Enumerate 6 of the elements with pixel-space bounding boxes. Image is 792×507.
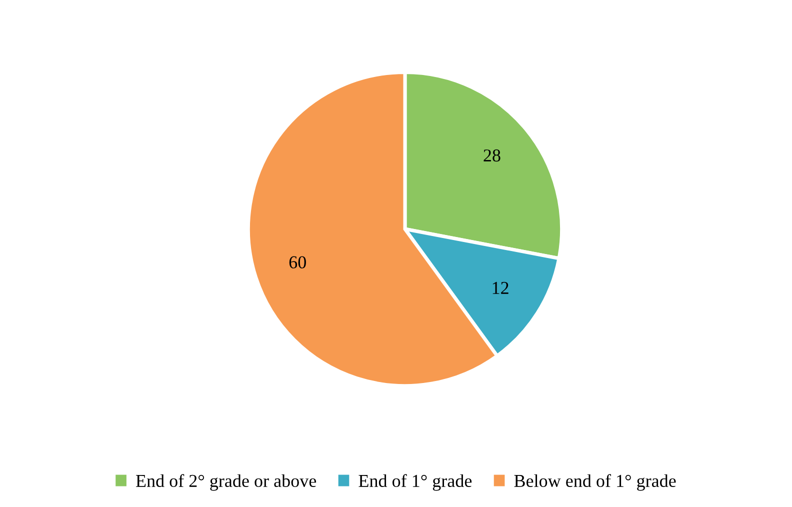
data-label: 12 <box>492 282 508 294</box>
data-label: 60 <box>289 256 306 268</box>
legend-label: End of 2° grade or above <box>136 474 316 491</box>
legend-label: Below end of 1° grade <box>514 474 676 491</box>
legend-label: End of 1° grade <box>358 474 472 491</box>
data-label: 28 <box>484 149 500 162</box>
